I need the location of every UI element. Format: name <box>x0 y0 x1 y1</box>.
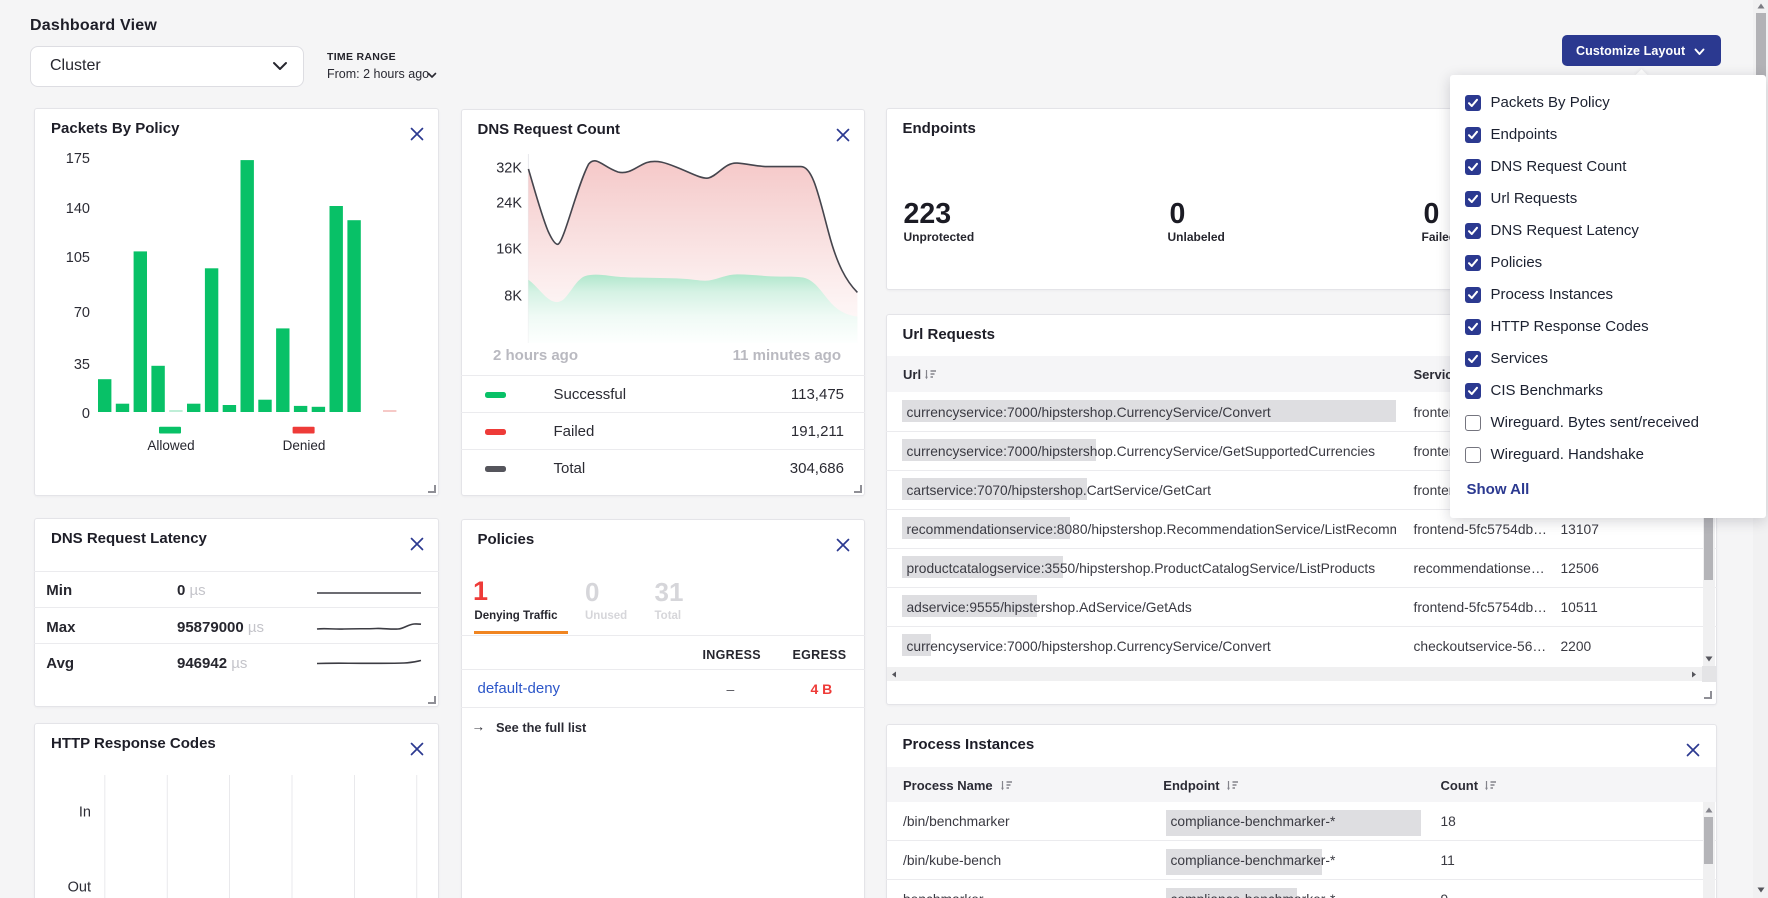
svg-text:140: 140 <box>66 201 90 217</box>
svg-text:70: 70 <box>74 305 90 321</box>
svg-text:175: 175 <box>66 151 90 167</box>
svg-text:8K: 8K <box>504 288 522 304</box>
svg-text:Out: Out <box>68 880 91 896</box>
svg-text:Denied: Denied <box>283 438 326 453</box>
svg-text:0: 0 <box>82 406 90 422</box>
svg-text:24K: 24K <box>496 195 522 211</box>
svg-text:32K: 32K <box>496 160 522 176</box>
svg-text:2 hours ago: 2 hours ago <box>493 347 578 364</box>
svg-text:Allowed: Allowed <box>147 438 194 453</box>
svg-text:16K: 16K <box>496 241 522 257</box>
svg-text:35: 35 <box>74 357 90 373</box>
svg-text:105: 105 <box>66 250 90 266</box>
svg-text:In: In <box>79 805 91 821</box>
svg-text:11 minutes ago: 11 minutes ago <box>732 347 840 364</box>
